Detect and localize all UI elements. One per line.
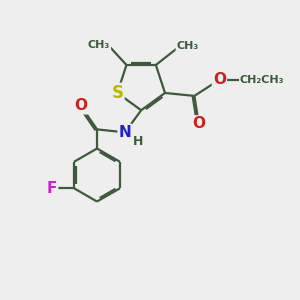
Text: CH₂CH₃: CH₂CH₃ bbox=[240, 75, 284, 85]
Text: F: F bbox=[47, 181, 57, 196]
Text: O: O bbox=[192, 116, 205, 131]
Text: O: O bbox=[74, 98, 87, 113]
Text: O: O bbox=[213, 72, 226, 87]
Text: H: H bbox=[133, 135, 143, 148]
Text: CH₃: CH₃ bbox=[177, 41, 199, 51]
Text: S: S bbox=[111, 84, 123, 102]
Text: CH₃: CH₃ bbox=[88, 40, 110, 50]
Text: N: N bbox=[118, 125, 131, 140]
